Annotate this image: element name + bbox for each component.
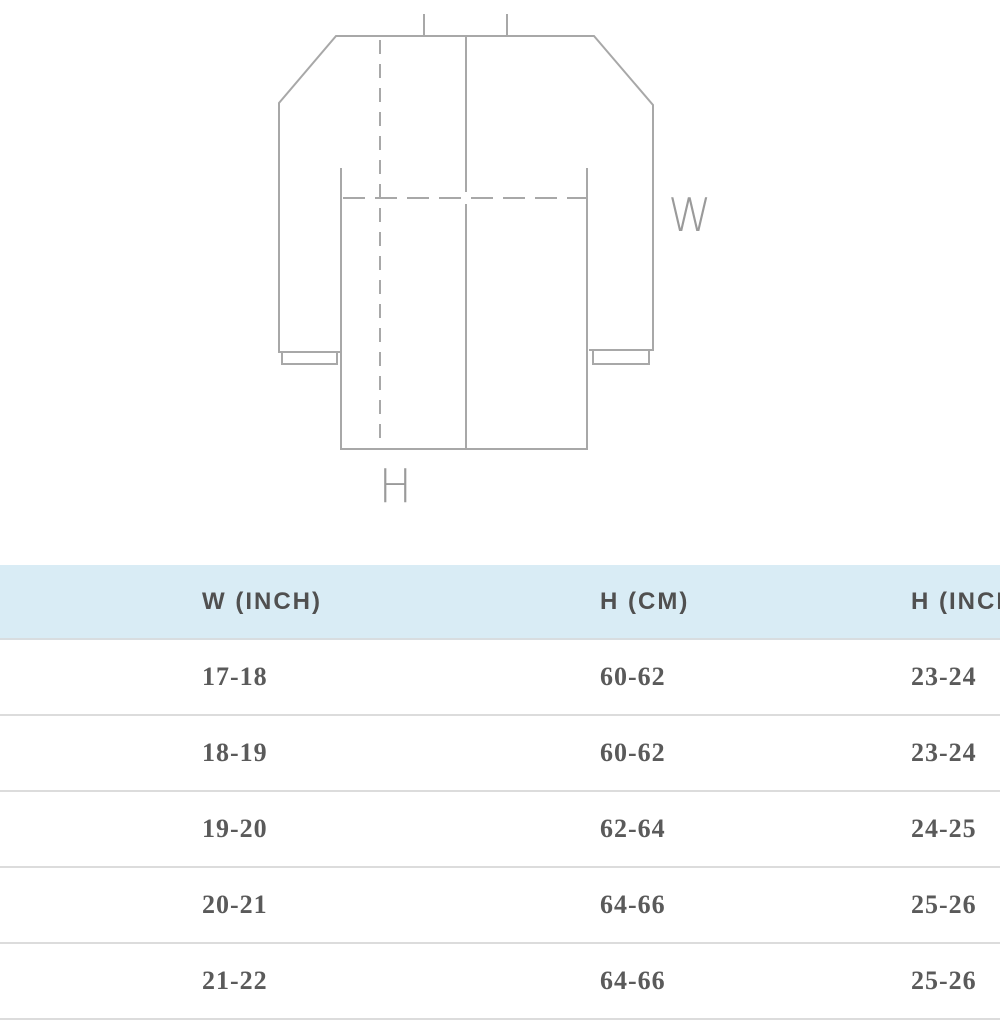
cell-h-inch: 24-25 (911, 814, 977, 843)
cell-h-inch: 25-26 (911, 890, 977, 919)
left-sleeve (278, 35, 654, 353)
cell-h-cm: 60-62 (600, 662, 666, 691)
cell-w-inch: 17-18 (202, 662, 268, 691)
table-row: 18-19 60-62 23-24 (0, 716, 1000, 792)
cell-w-inch: 20-21 (202, 890, 268, 919)
sweater-outline (340, 168, 588, 450)
cell-h-inch: 25-26 (911, 966, 977, 995)
cell-h-inch: 23-24 (911, 738, 977, 767)
table-row: 19-20 62-64 24-25 (0, 792, 1000, 868)
cell-h-cm: 60-62 (600, 738, 666, 767)
table-header: W (INCH) H (CM) H (INCH) (0, 565, 1000, 640)
cell-w-inch: 19-20 (202, 814, 268, 843)
cell-h-cm: 62-64 (600, 814, 666, 843)
cell-h-inch: 23-24 (911, 662, 977, 691)
size-table: W (INCH) H (CM) H (INCH) 17-18 60-62 23-24… (0, 565, 1000, 1020)
header-w-inch: W (INCH) (202, 588, 322, 615)
sweater-size-diagram (278, 14, 654, 450)
width-label: W (668, 188, 712, 242)
table-row: 21-22 64-66 25-26 (0, 944, 1000, 1020)
right-cuff (592, 350, 650, 365)
table-row: 20-21 64-66 25-26 (0, 868, 1000, 944)
cell-h-cm: 64-66 (600, 890, 666, 919)
header-h-inch: H (INCH) (911, 588, 1000, 615)
cell-h-cm: 64-66 (600, 966, 666, 995)
header-h-cm: H (CM) (600, 588, 690, 615)
cell-w-inch: 21-22 (202, 966, 268, 995)
left-cuff (281, 352, 338, 365)
cell-w-inch: 18-19 (202, 738, 268, 767)
table-row: 17-18 60-62 23-24 (0, 640, 1000, 716)
height-label: H (378, 459, 412, 513)
